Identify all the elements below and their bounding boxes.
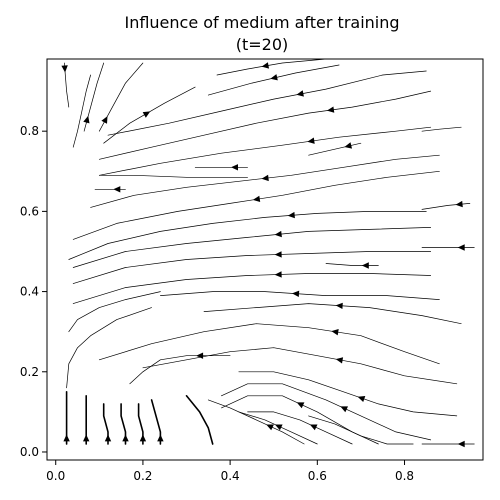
streamline-arrowhead	[275, 271, 282, 277]
streamline-arrowhead	[275, 251, 282, 257]
streamline-arrowhead	[327, 107, 334, 113]
streamline-arrowhead	[292, 291, 299, 297]
streamline	[104, 87, 196, 143]
x-axis: 0.0 0.2 0.4 0.6 0.8	[46, 460, 414, 483]
streamline-arrowhead	[253, 196, 260, 202]
streamline	[99, 175, 247, 177]
streamline	[108, 71, 426, 135]
y-tick-label: 0.8	[20, 124, 39, 138]
streamline-arrowhead	[344, 142, 352, 148]
y-tick-label: 0.6	[20, 204, 39, 218]
streamline	[69, 292, 161, 332]
streamline	[130, 356, 230, 384]
streamline-arrowhead	[262, 62, 269, 68]
x-tick-label: 0.8	[395, 469, 414, 483]
y-tick-label: 0.4	[20, 285, 39, 299]
streamline	[73, 227, 431, 267]
streamline	[73, 75, 90, 147]
streamline-arrowhead	[270, 74, 278, 80]
streamline-arrowhead	[458, 244, 465, 250]
streamline-arrowhead	[231, 164, 238, 170]
streamline	[160, 292, 439, 300]
streamline	[99, 324, 439, 364]
chart-title: Influence of medium after training	[124, 13, 399, 32]
streamline	[73, 252, 431, 284]
streamline	[91, 155, 440, 207]
x-tick-label: 0.4	[221, 469, 240, 483]
streamline-arrowhead	[83, 434, 89, 441]
streamline-arrowhead	[288, 212, 295, 218]
streamline-arrowhead	[262, 175, 269, 181]
streamline	[309, 143, 361, 155]
streamline	[248, 412, 353, 444]
chart-subtitle: (t=20)	[236, 35, 289, 54]
x-tick-label: 0.6	[308, 469, 327, 483]
streamline-arrowhead	[362, 262, 369, 268]
streamline-arrowhead	[336, 357, 343, 363]
streamline	[143, 348, 457, 384]
x-tick-label: 0.2	[133, 469, 152, 483]
streamline	[187, 396, 213, 444]
streamline	[217, 59, 326, 75]
y-tick-label: 0.0	[20, 445, 39, 459]
streamline-arrowhead	[113, 186, 120, 192]
streamline-arrowhead	[63, 434, 69, 441]
streamline-arrowhead	[143, 111, 151, 117]
streamline-arrowhead	[275, 231, 282, 237]
streamline-arrowhead	[122, 434, 128, 441]
streamline	[204, 304, 461, 324]
x-tick-label: 0.0	[46, 469, 65, 483]
streamline-arrowhead	[157, 434, 163, 441]
streamline-arrowhead	[456, 201, 463, 207]
streamline	[309, 416, 414, 444]
streamline-arrowhead	[296, 90, 304, 96]
streamline-arrowhead	[61, 65, 67, 72]
streamline-arrowhead	[140, 434, 146, 441]
streamline-arrowhead	[307, 138, 314, 144]
streamline	[99, 127, 430, 175]
streamline-arrowhead	[336, 303, 343, 309]
streamline	[326, 264, 378, 266]
streamline-arrowhead	[83, 116, 89, 124]
streamline-arrowhead	[331, 329, 338, 335]
plot-frame	[47, 59, 483, 460]
streamline	[208, 400, 304, 444]
streamline	[239, 372, 457, 416]
streamline-arrowhead	[101, 116, 107, 124]
streamline-arrowhead	[358, 396, 366, 402]
streamline-arrowhead	[105, 434, 111, 441]
y-tick-label: 0.2	[20, 365, 39, 379]
streamline-arrowhead	[458, 441, 465, 447]
streamlines-group	[64, 59, 474, 444]
y-axis: 0.0 0.2 0.4 0.6 0.8	[20, 124, 47, 459]
